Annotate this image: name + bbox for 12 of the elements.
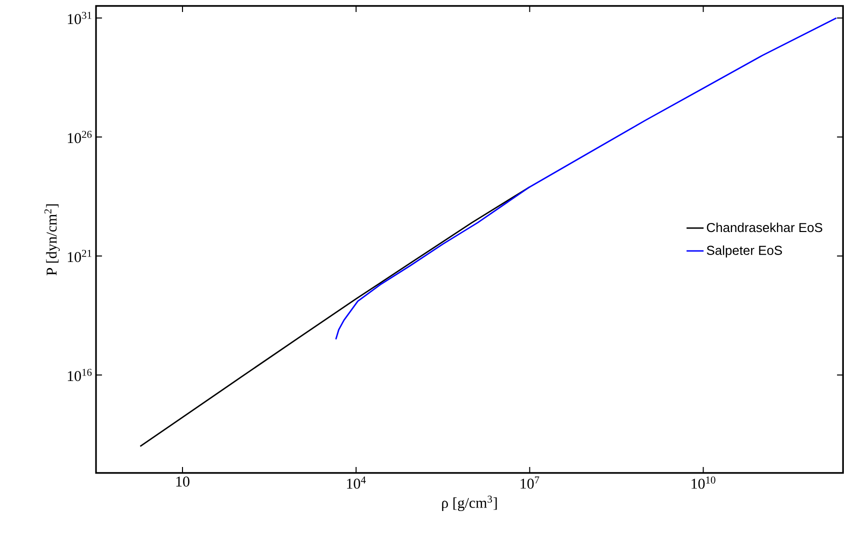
y-tick-label: 10$^{21}$ (68, 250, 92, 262)
x-tick-label: 10 (176, 476, 190, 487)
legend-label: Salpeter EoS (706, 245, 782, 258)
x-tick-label: 10$^{7}$ (520, 476, 540, 489)
y-axis-title: P [dyn/cm$^{2}$] (44, 204, 60, 276)
y-tick-label: 10$^{16}$ (68, 368, 92, 382)
x-axis-title: ρ [g/cm$^{3}$] (442, 496, 497, 511)
x-tick-label: 10$^{10}$ (692, 476, 716, 489)
y-tick-label: 10$^{26}$ (68, 130, 92, 144)
x-tick-label: 10$^{4}$ (347, 476, 366, 489)
legend-label: Chandrasekhar EoS (706, 222, 822, 232)
y-tick-label: 10$^{31}$ (68, 12, 92, 24)
